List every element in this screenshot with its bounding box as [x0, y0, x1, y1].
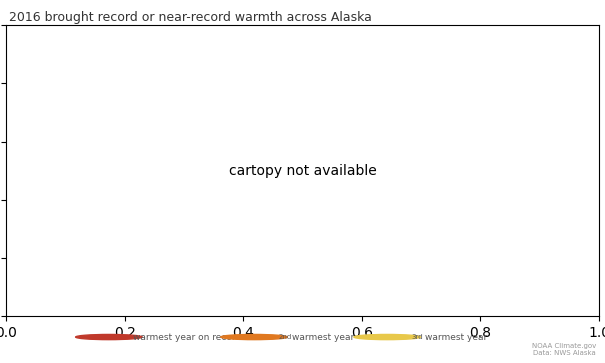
Text: warmest year: warmest year — [425, 333, 487, 342]
Circle shape — [221, 334, 287, 340]
Text: warmest year on record: warmest year on record — [133, 333, 241, 342]
Text: 3rd: 3rd — [411, 334, 423, 340]
Text: cartopy not available: cartopy not available — [229, 164, 376, 178]
Text: 2nd: 2nd — [278, 334, 292, 340]
Text: 2016 brought record or near-record warmth across Alaska: 2016 brought record or near-record warmt… — [9, 11, 372, 24]
Text: NOAA Climate.gov
Data: NWS Alaska: NOAA Climate.gov Data: NWS Alaska — [532, 343, 596, 356]
Circle shape — [76, 334, 142, 340]
Circle shape — [354, 334, 420, 340]
Text: warmest year: warmest year — [292, 333, 354, 342]
